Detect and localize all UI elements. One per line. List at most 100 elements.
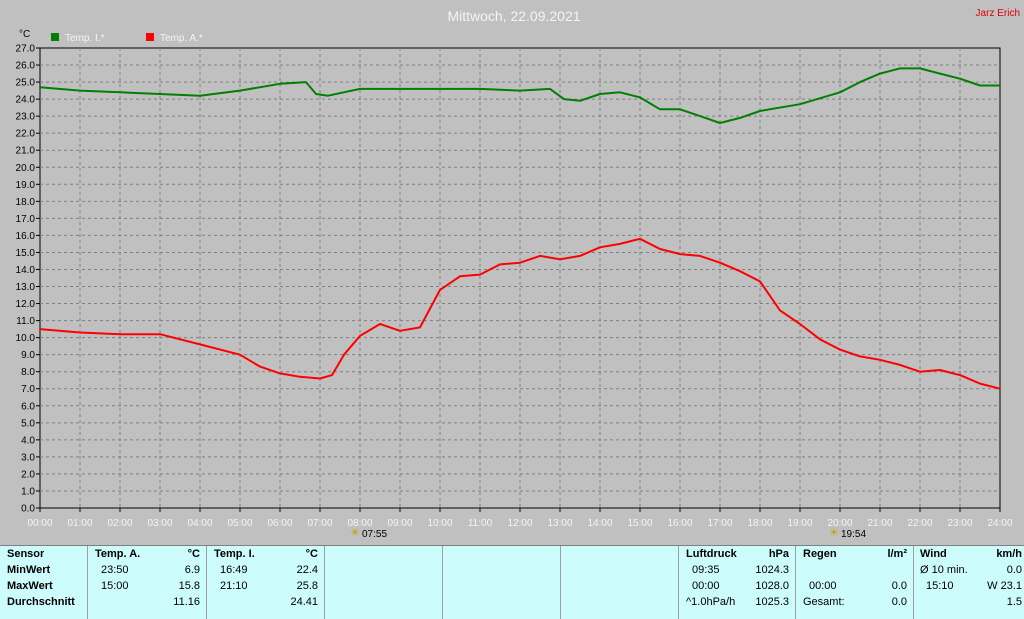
temp-i-column: Temp. I. °C 16:49 22.4 21:10 25.8 24.41 <box>207 546 325 619</box>
pressure-r3-value: 1025.3 <box>755 596 789 608</box>
temp-i-header: Temp. I. <box>214 548 255 560</box>
temp-i-min-time: 16:49 <box>220 564 248 576</box>
wind-r1-label: Ø 10 min. <box>920 564 968 576</box>
y-tick-label: 12.0 <box>16 299 36 310</box>
x-tick-label: 09:00 <box>387 518 412 529</box>
series-lines <box>39 67 1001 390</box>
y-tick-label: 13.0 <box>16 282 36 293</box>
x-tick-label: 08:00 <box>347 518 372 529</box>
y-tick-label: 19.0 <box>16 180 36 191</box>
temp-a-max-value: 15.8 <box>178 580 200 592</box>
y-tick-label: 25.0 <box>16 78 36 89</box>
rain-unit: l/m² <box>887 548 907 560</box>
x-tick-label: 21:00 <box>867 518 892 529</box>
sunset-marker: ☀ 19:54 <box>829 527 866 540</box>
wind-column: Wind km/h Ø 10 min. 0.0 15:10 W 23.1 1.5 <box>914 546 1024 619</box>
rain-header: Regen <box>803 548 837 560</box>
temp-i-unit: °C <box>305 548 318 560</box>
y-tick-label: 16.0 <box>16 231 36 242</box>
x-tick-label: 04:00 <box>187 518 212 529</box>
x-tick-label: 07:00 <box>307 518 332 529</box>
chart-title: Mittwoch, 22.09.2021 <box>447 8 580 24</box>
x-tick-label: 20:00 <box>827 518 852 529</box>
series-line-temp-a <box>39 237 1001 390</box>
y-tick-label: 21.0 <box>16 146 36 157</box>
legend-swatch-temp-a <box>146 33 154 41</box>
y-tick-label: 2.0 <box>21 469 35 480</box>
grid-lines <box>40 48 1000 508</box>
pressure-r3-label: ^1.0hPa/h <box>686 596 736 608</box>
temp-a-header: Temp. A. <box>95 548 141 560</box>
y-tick-label: 6.0 <box>21 401 35 412</box>
max-label: MaxWert <box>7 580 53 592</box>
y-tick-label: 23.0 <box>16 112 36 123</box>
empty-column-2 <box>443 546 561 619</box>
legend-label-temp-a: Temp. A.* <box>160 33 203 44</box>
x-tick-label: 05:00 <box>227 518 252 529</box>
wind-unit: km/h <box>996 548 1022 560</box>
series-line-temp-i <box>39 67 1000 124</box>
wind-header: Wind <box>920 548 947 560</box>
min-label: MinWert <box>7 564 51 576</box>
y-tick-label: 11.0 <box>16 316 35 327</box>
sensor-header: Sensor <box>7 548 45 560</box>
rain-r2-label: 00:00 <box>809 580 837 592</box>
sunrise-marker: ☀ 07:55 <box>350 527 387 540</box>
x-tick-label: 01:00 <box>67 518 92 529</box>
pressure-header: Luftdruck <box>686 548 737 560</box>
y-tick-label: 9.0 <box>21 350 35 361</box>
y-tick-label: 3.0 <box>21 452 35 463</box>
x-tick-label: 14:00 <box>587 518 612 529</box>
y-tick-label: 5.0 <box>21 418 35 429</box>
rain-column: Regen l/m² 00:00 0.0 Gesamt: 0.0 <box>796 546 914 619</box>
sensor-column: Sensor MinWert MaxWert Durchschnitt <box>0 546 88 619</box>
sunrise-time: 07:55 <box>362 529 387 540</box>
sunset-time: 19:54 <box>841 529 866 540</box>
pressure-column: Luftdruck hPa 09:35 1024.3 00:00 1028.0 ^1.… <box>679 546 796 619</box>
temp-a-min-time: 23:50 <box>101 564 129 576</box>
x-tick-label: 17:00 <box>707 518 732 529</box>
y-tick-label: 18.0 <box>16 197 36 208</box>
temp-i-max-value: 25.8 <box>296 580 318 592</box>
x-tick-label: 11:00 <box>468 518 493 529</box>
y-tick-label: 22.0 <box>16 129 36 140</box>
x-tick-label: 12:00 <box>507 518 532 529</box>
x-tick-label: 24:00 <box>987 518 1012 529</box>
wind-r1-value: 0.0 <box>1006 564 1022 576</box>
temp-i-min-value: 22.4 <box>296 564 318 576</box>
x-tick-label: 18:00 <box>747 518 772 529</box>
empty-column-3 <box>561 546 679 619</box>
legend-swatch-temp-i <box>51 33 59 41</box>
y-tick-label: 10.0 <box>16 333 36 344</box>
y-tick-label: 24.0 <box>16 95 36 106</box>
legend: Temp. I.* Temp. A.* <box>51 33 203 44</box>
temp-a-unit: °C <box>187 548 200 560</box>
wind-r3-value: 1.5 <box>1006 596 1022 608</box>
y-tick-label: 14.0 <box>16 265 36 276</box>
temp-a-column: Temp. A. °C 23:50 6.9 15:00 15.8 11.16 <box>88 546 207 619</box>
y-axis-unit: °C <box>19 29 30 40</box>
y-tick-label: 1.0 <box>21 486 35 497</box>
y-tick-label: 17.0 <box>16 214 36 225</box>
y-tick-label: 20.0 <box>16 163 36 174</box>
pressure-r1-label: 09:35 <box>692 564 720 576</box>
x-tick-label: 23:00 <box>947 518 972 529</box>
y-tick-label: 0.0 <box>21 504 35 515</box>
x-tick-label: 13:00 <box>547 518 572 529</box>
temp-a-min-value: 6.9 <box>184 564 200 576</box>
author-label: Jarz Erich <box>976 8 1020 19</box>
y-tick-label: 26.0 <box>16 61 36 72</box>
temperature-chart: Mittwoch, 22.09.2021 Jarz Erich °C Temp.… <box>16 8 1020 540</box>
pressure-r1-value: 1024.3 <box>755 564 789 576</box>
x-tick-label: 19:00 <box>787 518 812 529</box>
sunset-icon: ☀ <box>829 527 839 539</box>
x-tick-label: 06:00 <box>267 518 292 529</box>
rain-r3-value: 0.0 <box>891 596 907 608</box>
x-tick-label: 03:00 <box>147 518 172 529</box>
legend-label-temp-i: Temp. I.* <box>65 33 105 44</box>
y-axis-ticks: 0.0 1.0 2.0 3.0 4.0 5.0 6.0 7.0 8.0 9.0 10.0 11.0 12… <box>16 44 40 515</box>
pressure-unit: hPa <box>768 548 789 560</box>
x-axis-ticks: 00:00 01:00 02:00 03:00 04:00 05:00 06:00 07:00… <box>27 508 1013 529</box>
temp-i-avg-value: 24.41 <box>290 596 318 608</box>
x-tick-label: 02:00 <box>107 518 132 529</box>
